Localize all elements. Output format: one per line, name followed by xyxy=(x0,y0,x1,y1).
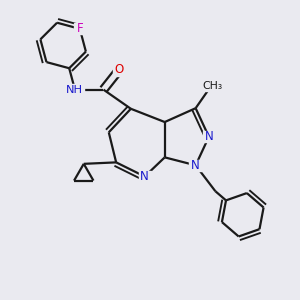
Bar xyxy=(139,171,151,182)
Text: F: F xyxy=(76,22,83,35)
Text: N: N xyxy=(205,130,213,143)
Bar xyxy=(203,131,215,142)
Bar xyxy=(113,64,125,76)
Text: O: O xyxy=(115,63,124,76)
Text: CH₃: CH₃ xyxy=(203,81,223,91)
Text: N: N xyxy=(140,170,149,183)
Bar xyxy=(205,80,221,92)
Bar xyxy=(66,84,84,95)
Text: N: N xyxy=(191,159,200,172)
Bar xyxy=(74,23,85,34)
Bar xyxy=(190,160,202,171)
Text: NH: NH xyxy=(66,85,83,94)
